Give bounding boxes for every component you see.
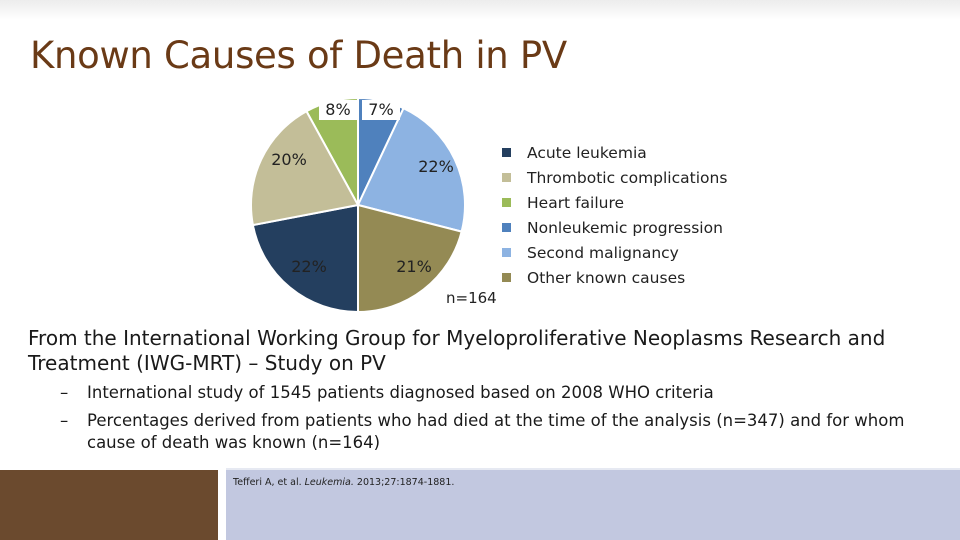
citation: Tefferi A, et al. Leukemia. 2013;27:1874… xyxy=(233,477,454,488)
bullet-dash: – xyxy=(60,383,69,402)
pie-label-second-malignancy: 22% xyxy=(418,157,454,176)
legend-item: Acute leukemia xyxy=(502,140,727,165)
legend-label: Other known causes xyxy=(527,268,686,287)
bullet-item: – Percentages derived from patients who … xyxy=(60,410,940,454)
pie-slice-acute-leukemia xyxy=(251,203,359,314)
title-gradient-band xyxy=(0,0,960,20)
legend-label: Nonleukemic progression xyxy=(527,218,723,237)
legend-item: Heart failure xyxy=(502,190,727,215)
pie-label-other-known-causes: 21% xyxy=(396,257,432,276)
pie-label-background xyxy=(319,100,357,120)
pie-slice-second-malignancy xyxy=(356,106,466,233)
chart-legend: Acute leukemia Thrombotic complications He… xyxy=(502,140,727,290)
legend-label: Heart failure xyxy=(527,193,625,212)
bullet-item: – International study of 1545 patients d… xyxy=(60,382,940,404)
citation-journal: Leukemia. xyxy=(304,477,354,488)
footer-band-highlight xyxy=(226,468,960,470)
legend-label: Acute leukemia xyxy=(527,143,647,162)
pie-label-background xyxy=(362,100,400,120)
legend-item: Other known causes xyxy=(502,265,727,290)
footer-divider xyxy=(218,470,226,540)
legend-item: Second malignancy xyxy=(502,240,727,265)
citation-details: 2013;27:1874-1881. xyxy=(356,477,455,488)
footer-accent-block xyxy=(0,470,218,540)
citation-authors: Tefferi A, et al. xyxy=(233,477,302,488)
pie-label-heart-failure: 8% xyxy=(325,100,350,119)
legend-label: Second malignancy xyxy=(527,243,679,262)
pie-label-acute-leukemia: 22% xyxy=(291,257,327,276)
bullet-text: International study of 1545 patients dia… xyxy=(87,383,714,402)
page-title: Known Causes of Death in PV xyxy=(30,34,567,77)
bullet-text: Percentages derived from patients who ha… xyxy=(87,411,905,452)
footer-band xyxy=(226,470,960,540)
legend-swatch xyxy=(502,148,511,157)
legend-label: Thrombotic complications xyxy=(527,168,728,187)
pie-slice-other-known-causes xyxy=(357,203,463,314)
legend-swatch xyxy=(502,173,511,182)
pie-slice-thrombotic-complications xyxy=(250,109,360,227)
legend-swatch xyxy=(502,223,511,232)
legend-swatch xyxy=(502,273,511,282)
legend-item: Nonleukemic progression xyxy=(502,215,727,240)
pie-label-nonleukemic-progression: 7% xyxy=(368,100,393,119)
legend-swatch xyxy=(502,248,511,257)
sample-size-label: n=164 xyxy=(446,289,497,307)
legend-item: Thrombotic complications xyxy=(502,165,727,190)
pie-label-thrombotic-complications: 20% xyxy=(271,150,307,169)
legend-swatch xyxy=(502,198,511,207)
source-description: From the International Working Group for… xyxy=(28,326,886,375)
bullet-list: – International study of 1545 patients d… xyxy=(60,382,940,460)
bullet-dash: – xyxy=(60,411,69,430)
